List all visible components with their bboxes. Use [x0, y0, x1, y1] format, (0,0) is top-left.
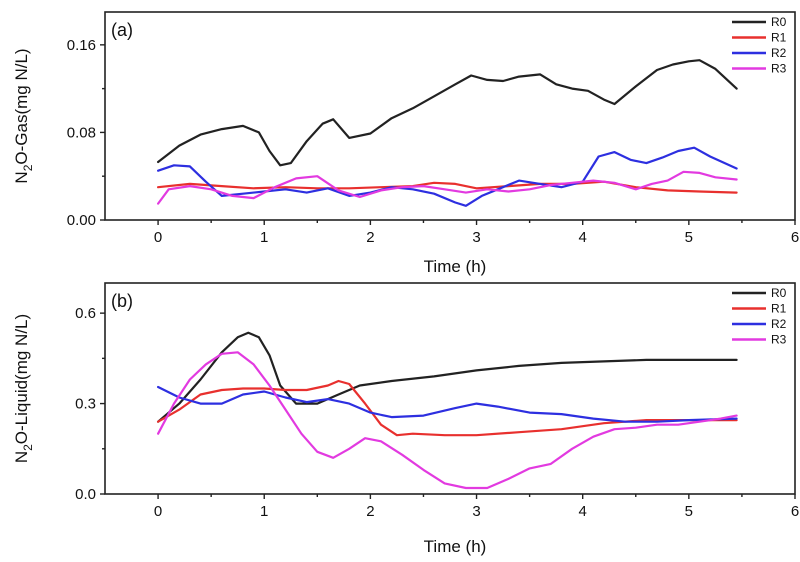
panel-label: (b): [111, 291, 133, 311]
y-tick-label: 0.6: [75, 305, 96, 322]
x-tick-label: 5: [685, 229, 693, 246]
y-axis-title-sub: 2: [21, 444, 35, 451]
x-tick-label: 5: [685, 503, 693, 520]
y-axis-title-sub: 2: [21, 164, 35, 171]
series-line-r3: [157, 351, 738, 490]
y-tick-label: 0.0: [75, 486, 96, 503]
legend-label-r2: R2: [771, 46, 787, 60]
plot-frame: [104, 11, 796, 221]
y-axis-title: N2O-Liquid(mg N/L): [12, 314, 35, 463]
y-tick-label: 0.3: [75, 396, 96, 413]
x-tick-label: 4: [579, 229, 587, 246]
series-line-r0: [157, 59, 738, 167]
legend-label-r0: R0: [771, 286, 787, 300]
x-tick-label: 1: [260, 503, 268, 520]
x-tick-label: 6: [791, 503, 799, 520]
series-line-r2: [157, 385, 738, 423]
panel-a: 0 1 2 3 4 5 60.000.080.16(a)Time (h)N2O-Gas(mg…: [12, 11, 799, 276]
series-line-r3: [157, 170, 738, 205]
y-axis-title-rest: O-Liquid(mg N/L): [12, 314, 31, 444]
x-tick-label: 0: [154, 503, 162, 520]
x-tick-label: 2: [366, 229, 374, 246]
legend-label-r1: R1: [771, 31, 787, 45]
x-tick-label: 3: [472, 503, 480, 520]
legend-label-r1: R1: [771, 302, 787, 316]
series-line-r0: [157, 331, 738, 423]
legend-label-r3: R3: [771, 62, 787, 76]
series-line-r2: [157, 146, 738, 207]
y-axis-title-n: N: [12, 451, 31, 463]
series-group: [157, 331, 738, 490]
plot-frame: [104, 282, 796, 495]
y-tick-label: 0.08: [67, 124, 96, 141]
x-tick-label: 1: [260, 229, 268, 246]
y-tick-label: 0.00: [67, 212, 96, 229]
x-tick-label: 6: [791, 229, 799, 246]
series-group: [157, 59, 738, 207]
x-axis-title: Time (h): [424, 257, 487, 276]
panel-label: (a): [111, 20, 133, 40]
legend-label-r0: R0: [771, 15, 787, 29]
x-tick-label: 3: [472, 229, 480, 246]
x-tick-label: 2: [366, 503, 374, 520]
y-tick-label: 0.16: [67, 37, 96, 54]
y-axis-title-rest: O-Gas(mg N/L): [12, 48, 31, 164]
x-tick-label: 0: [154, 229, 162, 246]
y-axis-title: N2O-Gas(mg N/L): [12, 48, 35, 183]
x-axis-title: Time (h): [424, 537, 487, 556]
y-axis-title-n: N: [12, 171, 31, 183]
panel-b: 0 1 2 3 4 5 60.00.30.6(b)Time (h)N2O-Liquid(mg…: [12, 282, 799, 556]
series-line-r1: [157, 379, 738, 437]
legend-label-r2: R2: [771, 317, 787, 331]
legend-label-r3: R3: [771, 333, 787, 347]
x-tick-label: 4: [579, 503, 587, 520]
series-line-r1: [157, 180, 738, 194]
